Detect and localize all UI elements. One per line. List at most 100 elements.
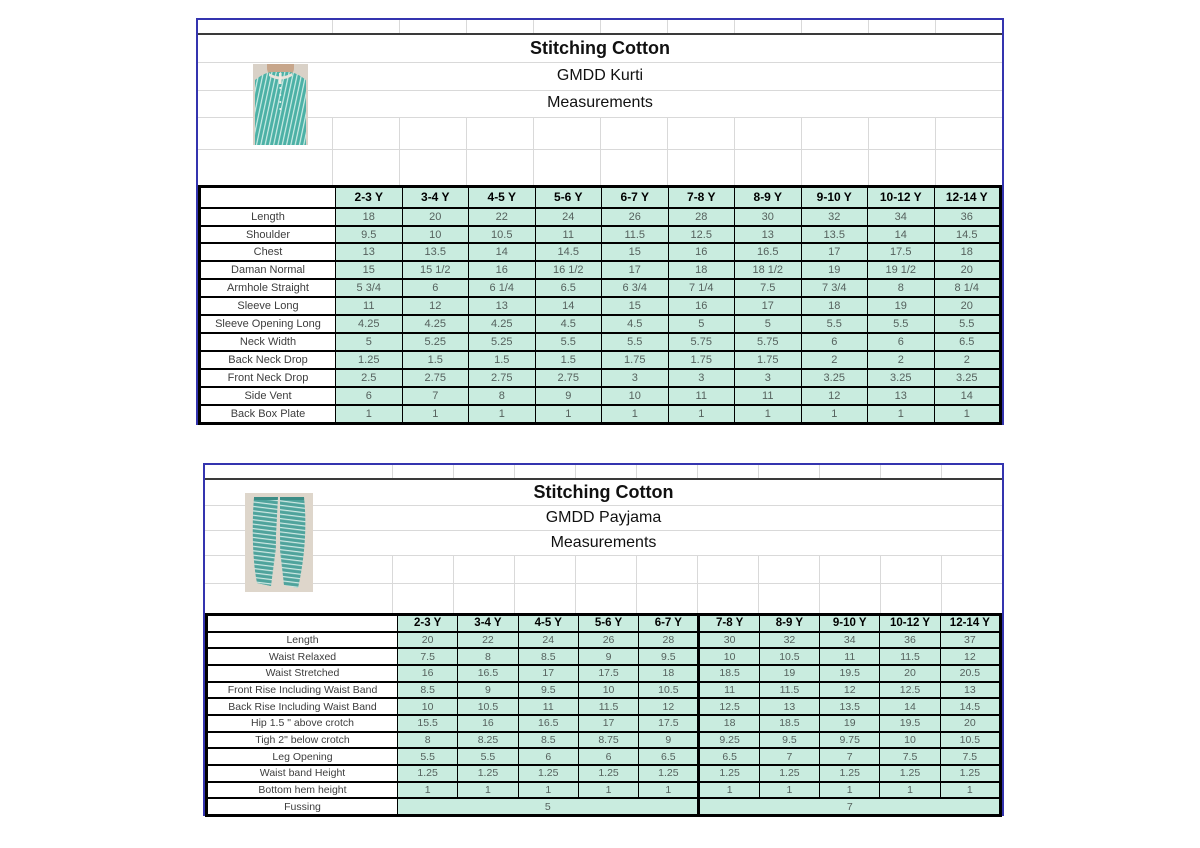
- value-cell[interactable]: 12.5: [697, 697, 760, 716]
- value-cell[interactable]: 1.25: [577, 763, 640, 783]
- value-cell[interactable]: 1.25: [939, 763, 1002, 783]
- value-cell[interactable]: 11.5: [758, 680, 821, 700]
- value-cell[interactable]: 18: [667, 260, 735, 281]
- value-cell[interactable]: 1: [457, 780, 519, 800]
- value-cell[interactable]: 11.5: [879, 647, 941, 666]
- value-cell[interactable]: 2.5: [335, 367, 403, 388]
- value-cell[interactable]: 1.75: [601, 350, 669, 370]
- value-cell[interactable]: 1: [468, 403, 536, 425]
- value-cell[interactable]: 6.5: [534, 278, 602, 299]
- value-cell[interactable]: 12.5: [879, 680, 941, 700]
- value-cell[interactable]: 10.5: [638, 680, 700, 700]
- value-cell[interactable]: 15: [601, 242, 669, 263]
- value-cell[interactable]: 6: [867, 332, 935, 352]
- value-cell[interactable]: 18: [697, 713, 760, 733]
- value-cell[interactable]: 10.5: [468, 224, 536, 245]
- value-cell[interactable]: 5.75: [667, 332, 735, 352]
- value-cell[interactable]: 1.25: [879, 763, 941, 783]
- value-cell[interactable]: 6 1/4: [468, 278, 536, 299]
- size-header[interactable]: 7-8 Y: [697, 613, 760, 633]
- value-cell[interactable]: 15 1/2: [401, 260, 469, 281]
- value-cell[interactable]: 5.75: [734, 332, 802, 352]
- row-label[interactable]: Front Rise Including Waist Band: [206, 680, 398, 700]
- value-cell[interactable]: 32: [758, 630, 821, 650]
- row-label[interactable]: Neck Width: [199, 332, 336, 352]
- value-cell[interactable]: 19.5: [879, 713, 941, 733]
- row-label[interactable]: Waist Relaxed: [206, 647, 398, 666]
- size-header[interactable]: 12-14 Y: [933, 185, 1001, 209]
- value-cell[interactable]: 3.25: [800, 367, 868, 388]
- value-cell[interactable]: 5.5: [457, 747, 519, 766]
- value-cell[interactable]: 3: [601, 367, 669, 388]
- value-cell[interactable]: 1: [939, 780, 1002, 800]
- value-cell[interactable]: 8 1/4: [933, 278, 1001, 299]
- value-cell[interactable]: 7: [758, 747, 821, 766]
- value-cell[interactable]: 18: [800, 296, 868, 317]
- value-cell[interactable]: 2: [933, 350, 1001, 370]
- value-cell[interactable]: 10.5: [457, 697, 519, 716]
- size-header[interactable]: 6-7 Y: [601, 185, 669, 209]
- value-cell[interactable]: 11.5: [577, 697, 640, 716]
- value-cell[interactable]: 2: [867, 350, 935, 370]
- value-cell[interactable]: 4.25: [401, 314, 469, 335]
- value-cell[interactable]: 6: [517, 747, 579, 766]
- value-cell[interactable]: 17: [800, 242, 868, 263]
- size-header[interactable]: 3-4 Y: [457, 613, 519, 633]
- value-cell[interactable]: 1.25: [396, 763, 459, 783]
- value-cell[interactable]: 11: [734, 385, 802, 406]
- value-cell[interactable]: 2.75: [401, 367, 469, 388]
- value-cell[interactable]: 1: [534, 403, 602, 425]
- value-cell[interactable]: 14.5: [939, 697, 1002, 716]
- row-label[interactable]: Waist band Height: [206, 763, 398, 783]
- value-cell[interactable]: 10: [396, 697, 459, 716]
- value-cell[interactable]: 1.25: [758, 763, 821, 783]
- value-cell[interactable]: 1.25: [517, 763, 579, 783]
- value-cell[interactable]: 17: [517, 664, 579, 683]
- value-cell[interactable]: 16: [468, 260, 536, 281]
- value-cell[interactable]: 9.5: [758, 730, 821, 750]
- value-cell[interactable]: 17: [577, 713, 640, 733]
- row-label[interactable]: Length: [199, 206, 336, 227]
- value-cell[interactable]: 1.5: [534, 350, 602, 370]
- value-cell[interactable]: 9.5: [517, 680, 579, 700]
- row-label[interactable]: Chest: [199, 242, 336, 263]
- value-cell[interactable]: 1: [396, 780, 459, 800]
- value-cell[interactable]: 12: [638, 697, 700, 716]
- value-cell[interactable]: 8: [396, 730, 459, 750]
- value-cell[interactable]: 8.5: [517, 730, 579, 750]
- value-cell[interactable]: 3.25: [933, 367, 1001, 388]
- value-cell[interactable]: 16: [457, 713, 519, 733]
- value-cell[interactable]: 6: [800, 332, 868, 352]
- value-cell[interactable]: 22: [468, 206, 536, 227]
- value-cell[interactable]: 13.5: [401, 242, 469, 263]
- value-cell[interactable]: 5.5: [867, 314, 935, 335]
- merged-value-cell[interactable]: 7: [697, 797, 1001, 817]
- value-cell[interactable]: 16: [667, 242, 735, 263]
- value-cell[interactable]: 36: [933, 206, 1001, 227]
- value-cell[interactable]: 12: [800, 385, 868, 406]
- value-cell[interactable]: 11: [667, 385, 735, 406]
- value-cell[interactable]: 17.5: [638, 713, 700, 733]
- value-cell[interactable]: 1: [879, 780, 941, 800]
- value-cell[interactable]: 4.25: [335, 314, 403, 335]
- value-cell[interactable]: 13.5: [800, 224, 868, 245]
- value-cell[interactable]: 11: [819, 647, 881, 666]
- value-cell[interactable]: 30: [734, 206, 802, 227]
- row-label[interactable]: Sleeve Long: [199, 296, 336, 317]
- value-cell[interactable]: 9: [457, 680, 519, 700]
- value-cell[interactable]: 15.5: [396, 713, 459, 733]
- value-cell[interactable]: 19.5: [819, 664, 881, 683]
- value-cell[interactable]: 1: [638, 780, 700, 800]
- value-cell[interactable]: 11: [517, 697, 579, 716]
- value-cell[interactable]: 19: [800, 260, 868, 281]
- value-cell[interactable]: 22: [457, 630, 519, 650]
- value-cell[interactable]: 7 1/4: [667, 278, 735, 299]
- value-cell[interactable]: 9: [534, 385, 602, 406]
- value-cell[interactable]: 18: [335, 206, 403, 227]
- size-header[interactable]: 4-5 Y: [468, 185, 536, 209]
- value-cell[interactable]: 6: [577, 747, 640, 766]
- row-label[interactable]: Daman Normal: [199, 260, 336, 281]
- value-cell[interactable]: 13: [335, 242, 403, 263]
- value-cell[interactable]: 1: [933, 403, 1001, 425]
- value-cell[interactable]: 5.5: [933, 314, 1001, 335]
